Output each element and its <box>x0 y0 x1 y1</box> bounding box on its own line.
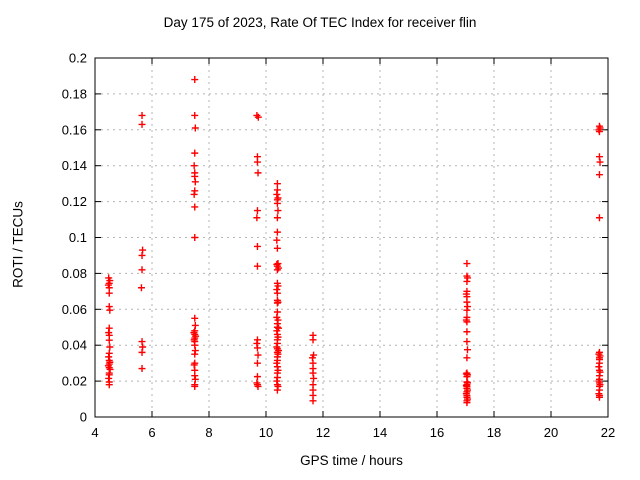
data-point <box>274 207 282 215</box>
x-tick-label: 16 <box>430 425 444 440</box>
data-point <box>463 328 471 336</box>
data-point <box>137 284 145 292</box>
data-point <box>309 397 317 405</box>
data-point <box>595 393 603 401</box>
plot-border <box>94 57 609 418</box>
x-tick-label: 10 <box>259 425 273 440</box>
data-point <box>463 318 471 326</box>
data-point <box>273 386 281 394</box>
data-point <box>138 266 146 274</box>
x-tick-label: 12 <box>316 425 330 440</box>
x-tick-label: 20 <box>544 425 558 440</box>
data-point <box>253 344 261 352</box>
data-point <box>105 381 113 389</box>
data-point <box>254 113 262 121</box>
data-point <box>253 242 261 250</box>
data-point <box>253 262 261 270</box>
data-point <box>191 149 199 157</box>
x-tick-label: 6 <box>148 425 155 440</box>
data-point <box>463 306 471 314</box>
y-tick-label: 0.06 <box>62 302 87 317</box>
data-point <box>191 234 199 241</box>
data-point <box>273 289 281 297</box>
chart-title: Day 175 of 2023, Rate Of TEC Index for r… <box>163 15 477 30</box>
y-axis-label: ROTI / TECUs <box>10 201 26 288</box>
data-point <box>138 348 146 356</box>
data-point <box>309 336 317 344</box>
y-tick-label: 0.02 <box>62 374 87 389</box>
y-tick-label: 0.2 <box>69 51 87 66</box>
data-point <box>595 171 603 179</box>
data-point <box>254 351 262 359</box>
y-tick-label: 0.04 <box>62 338 87 353</box>
data-point <box>273 236 281 244</box>
data-point <box>273 180 281 188</box>
data-point <box>106 343 114 351</box>
y-tick-label: 0.08 <box>62 266 87 281</box>
y-tick-label: 0.18 <box>62 86 87 101</box>
data-point <box>595 128 603 136</box>
data-point <box>310 374 318 382</box>
y-tick-label: 0 <box>80 410 87 425</box>
data-point <box>190 190 198 198</box>
data-point <box>191 111 199 119</box>
data-point <box>463 277 471 285</box>
x-tick-label: 22 <box>601 425 615 440</box>
data-point <box>138 111 146 119</box>
data-point <box>273 266 281 274</box>
data-point <box>253 207 261 215</box>
data-point <box>105 336 113 344</box>
data-point <box>273 214 281 222</box>
data-point <box>138 365 146 373</box>
data-point <box>191 350 199 358</box>
data-point <box>596 158 604 166</box>
data-point <box>253 214 261 222</box>
data-point <box>191 178 199 186</box>
data-point <box>191 76 199 84</box>
data-point <box>105 289 113 297</box>
data-point <box>273 299 281 307</box>
data-point <box>463 399 471 407</box>
data-point <box>106 365 114 373</box>
x-tick-label: 4 <box>91 425 98 440</box>
data-point <box>463 338 471 346</box>
data-point <box>463 346 471 354</box>
data-point <box>253 373 261 381</box>
y-tick-label: 0.12 <box>62 194 87 209</box>
data-point <box>191 124 199 132</box>
data-point <box>138 251 146 259</box>
data-point <box>254 169 262 177</box>
y-tick-label: 0.1 <box>69 230 87 245</box>
data-point <box>463 354 471 362</box>
y-tick-label: 0.16 <box>62 122 87 137</box>
data-point <box>191 203 199 211</box>
x-axis-label: GPS time / hours <box>300 453 403 468</box>
data-point <box>254 382 262 390</box>
data-point <box>273 199 281 207</box>
data-point <box>253 158 261 166</box>
data-point <box>253 359 261 367</box>
x-tick-label: 8 <box>205 425 212 440</box>
x-tick-label: 18 <box>487 425 501 440</box>
data-point <box>463 260 471 268</box>
data-point <box>273 244 281 252</box>
data-point <box>138 120 146 128</box>
data-point <box>106 306 114 314</box>
data-point <box>191 382 199 390</box>
x-tick-label: 14 <box>373 425 387 440</box>
data-point <box>595 214 603 222</box>
data-point <box>191 314 199 322</box>
data-point <box>273 228 281 236</box>
y-tick-label: 0.14 <box>62 158 87 173</box>
data-point <box>190 162 198 170</box>
data-point <box>274 282 282 290</box>
